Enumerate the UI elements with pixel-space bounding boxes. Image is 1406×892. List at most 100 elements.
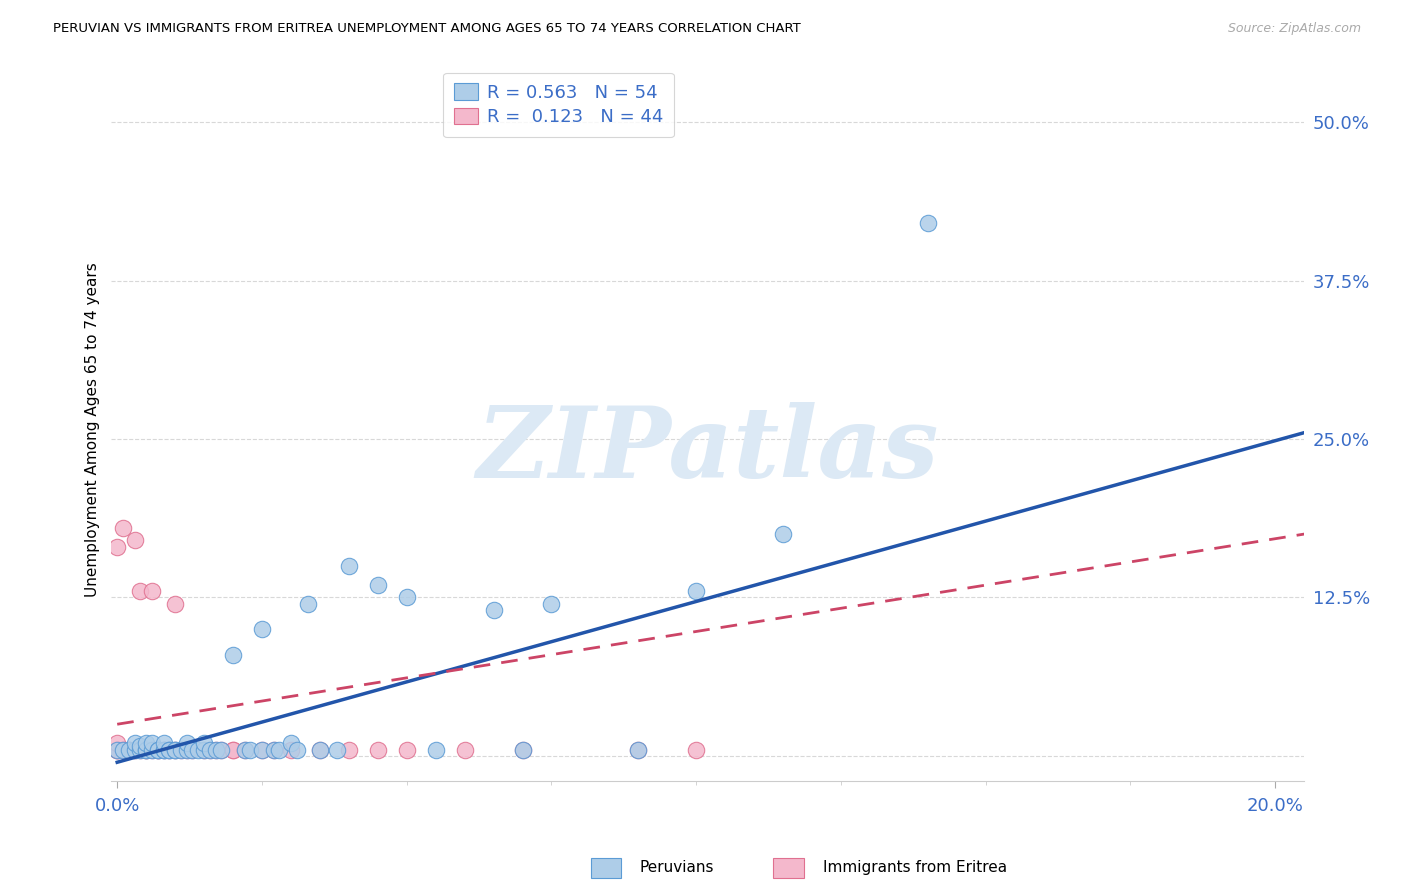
Point: [141, 736, 163, 750]
Point: [308, 742, 330, 756]
Point: [395, 591, 418, 605]
Point: [239, 742, 262, 756]
Point: [129, 739, 152, 753]
Point: [326, 742, 349, 756]
Point: [198, 742, 221, 756]
Point: [193, 742, 215, 756]
Point: [118, 742, 141, 756]
Point: [146, 742, 169, 756]
Point: [129, 584, 152, 599]
Point: [222, 648, 245, 662]
Point: [124, 742, 146, 756]
Point: [105, 742, 128, 756]
Legend: R = 0.563   N = 54, R =  0.123   N = 44: R = 0.563 N = 54, R = 0.123 N = 44: [443, 72, 673, 137]
Point: [193, 736, 215, 750]
Point: [165, 742, 187, 756]
Point: [250, 622, 273, 636]
Point: [170, 742, 193, 756]
Point: [204, 742, 226, 756]
Point: [111, 521, 134, 535]
Point: [165, 742, 187, 756]
Point: [105, 742, 128, 756]
Point: [157, 742, 180, 756]
Point: [146, 742, 169, 756]
Point: [118, 742, 141, 756]
Point: [165, 742, 187, 756]
Point: [263, 742, 285, 756]
Text: Immigrants from Eritrea: Immigrants from Eritrea: [823, 860, 1007, 874]
Point: [308, 742, 330, 756]
Point: [152, 742, 174, 756]
Point: [135, 742, 157, 756]
Point: [395, 742, 418, 756]
Point: [165, 597, 187, 611]
Point: [124, 736, 146, 750]
Point: [512, 742, 534, 756]
Point: [204, 742, 226, 756]
Point: [105, 742, 128, 756]
Point: [135, 742, 157, 756]
Point: [111, 742, 134, 756]
Point: [187, 742, 209, 756]
Point: [233, 742, 256, 756]
Text: Source: ZipAtlas.com: Source: ZipAtlas.com: [1227, 22, 1361, 36]
Point: [627, 742, 650, 756]
Text: Peruvians: Peruvians: [640, 860, 714, 874]
Point: [512, 742, 534, 756]
Point: [176, 742, 198, 756]
Point: [453, 742, 475, 756]
Y-axis label: Unemployment Among Ages 65 to 74 years: Unemployment Among Ages 65 to 74 years: [86, 262, 100, 597]
Point: [176, 742, 198, 756]
Point: [269, 742, 291, 756]
Point: [222, 742, 245, 756]
Point: [141, 742, 163, 756]
Point: [627, 742, 650, 756]
Point: [263, 742, 285, 756]
Point: [176, 736, 198, 750]
Point: [181, 742, 204, 756]
Point: [772, 527, 794, 541]
Point: [141, 584, 163, 599]
Point: [297, 597, 319, 611]
Point: [482, 603, 505, 617]
Point: [152, 742, 174, 756]
Point: [337, 558, 360, 573]
Point: [157, 742, 180, 756]
Point: [105, 742, 128, 756]
Point: [111, 742, 134, 756]
Point: [129, 742, 152, 756]
Point: [250, 742, 273, 756]
Point: [367, 742, 389, 756]
Point: [124, 742, 146, 756]
Point: [285, 742, 308, 756]
Point: [280, 736, 302, 750]
Point: [152, 736, 174, 750]
Point: [105, 540, 128, 554]
Point: [917, 217, 939, 231]
Point: [222, 742, 245, 756]
Point: [425, 742, 447, 756]
Point: [146, 742, 169, 756]
Point: [685, 742, 707, 756]
Point: [209, 742, 232, 756]
Point: [193, 742, 215, 756]
Point: [135, 736, 157, 750]
Point: [135, 742, 157, 756]
Point: [157, 742, 180, 756]
Point: [337, 742, 360, 756]
Point: [685, 584, 707, 599]
Point: [367, 578, 389, 592]
Point: [540, 597, 562, 611]
Point: [209, 742, 232, 756]
Point: [105, 736, 128, 750]
Point: [135, 742, 157, 756]
Point: [233, 742, 256, 756]
Point: [250, 742, 273, 756]
Text: PERUVIAN VS IMMIGRANTS FROM ERITREA UNEMPLOYMENT AMONG AGES 65 TO 74 YEARS CORRE: PERUVIAN VS IMMIGRANTS FROM ERITREA UNEM…: [53, 22, 801, 36]
Point: [124, 533, 146, 548]
Point: [141, 742, 163, 756]
Point: [129, 742, 152, 756]
Point: [181, 742, 204, 756]
Point: [146, 742, 169, 756]
Point: [280, 742, 302, 756]
